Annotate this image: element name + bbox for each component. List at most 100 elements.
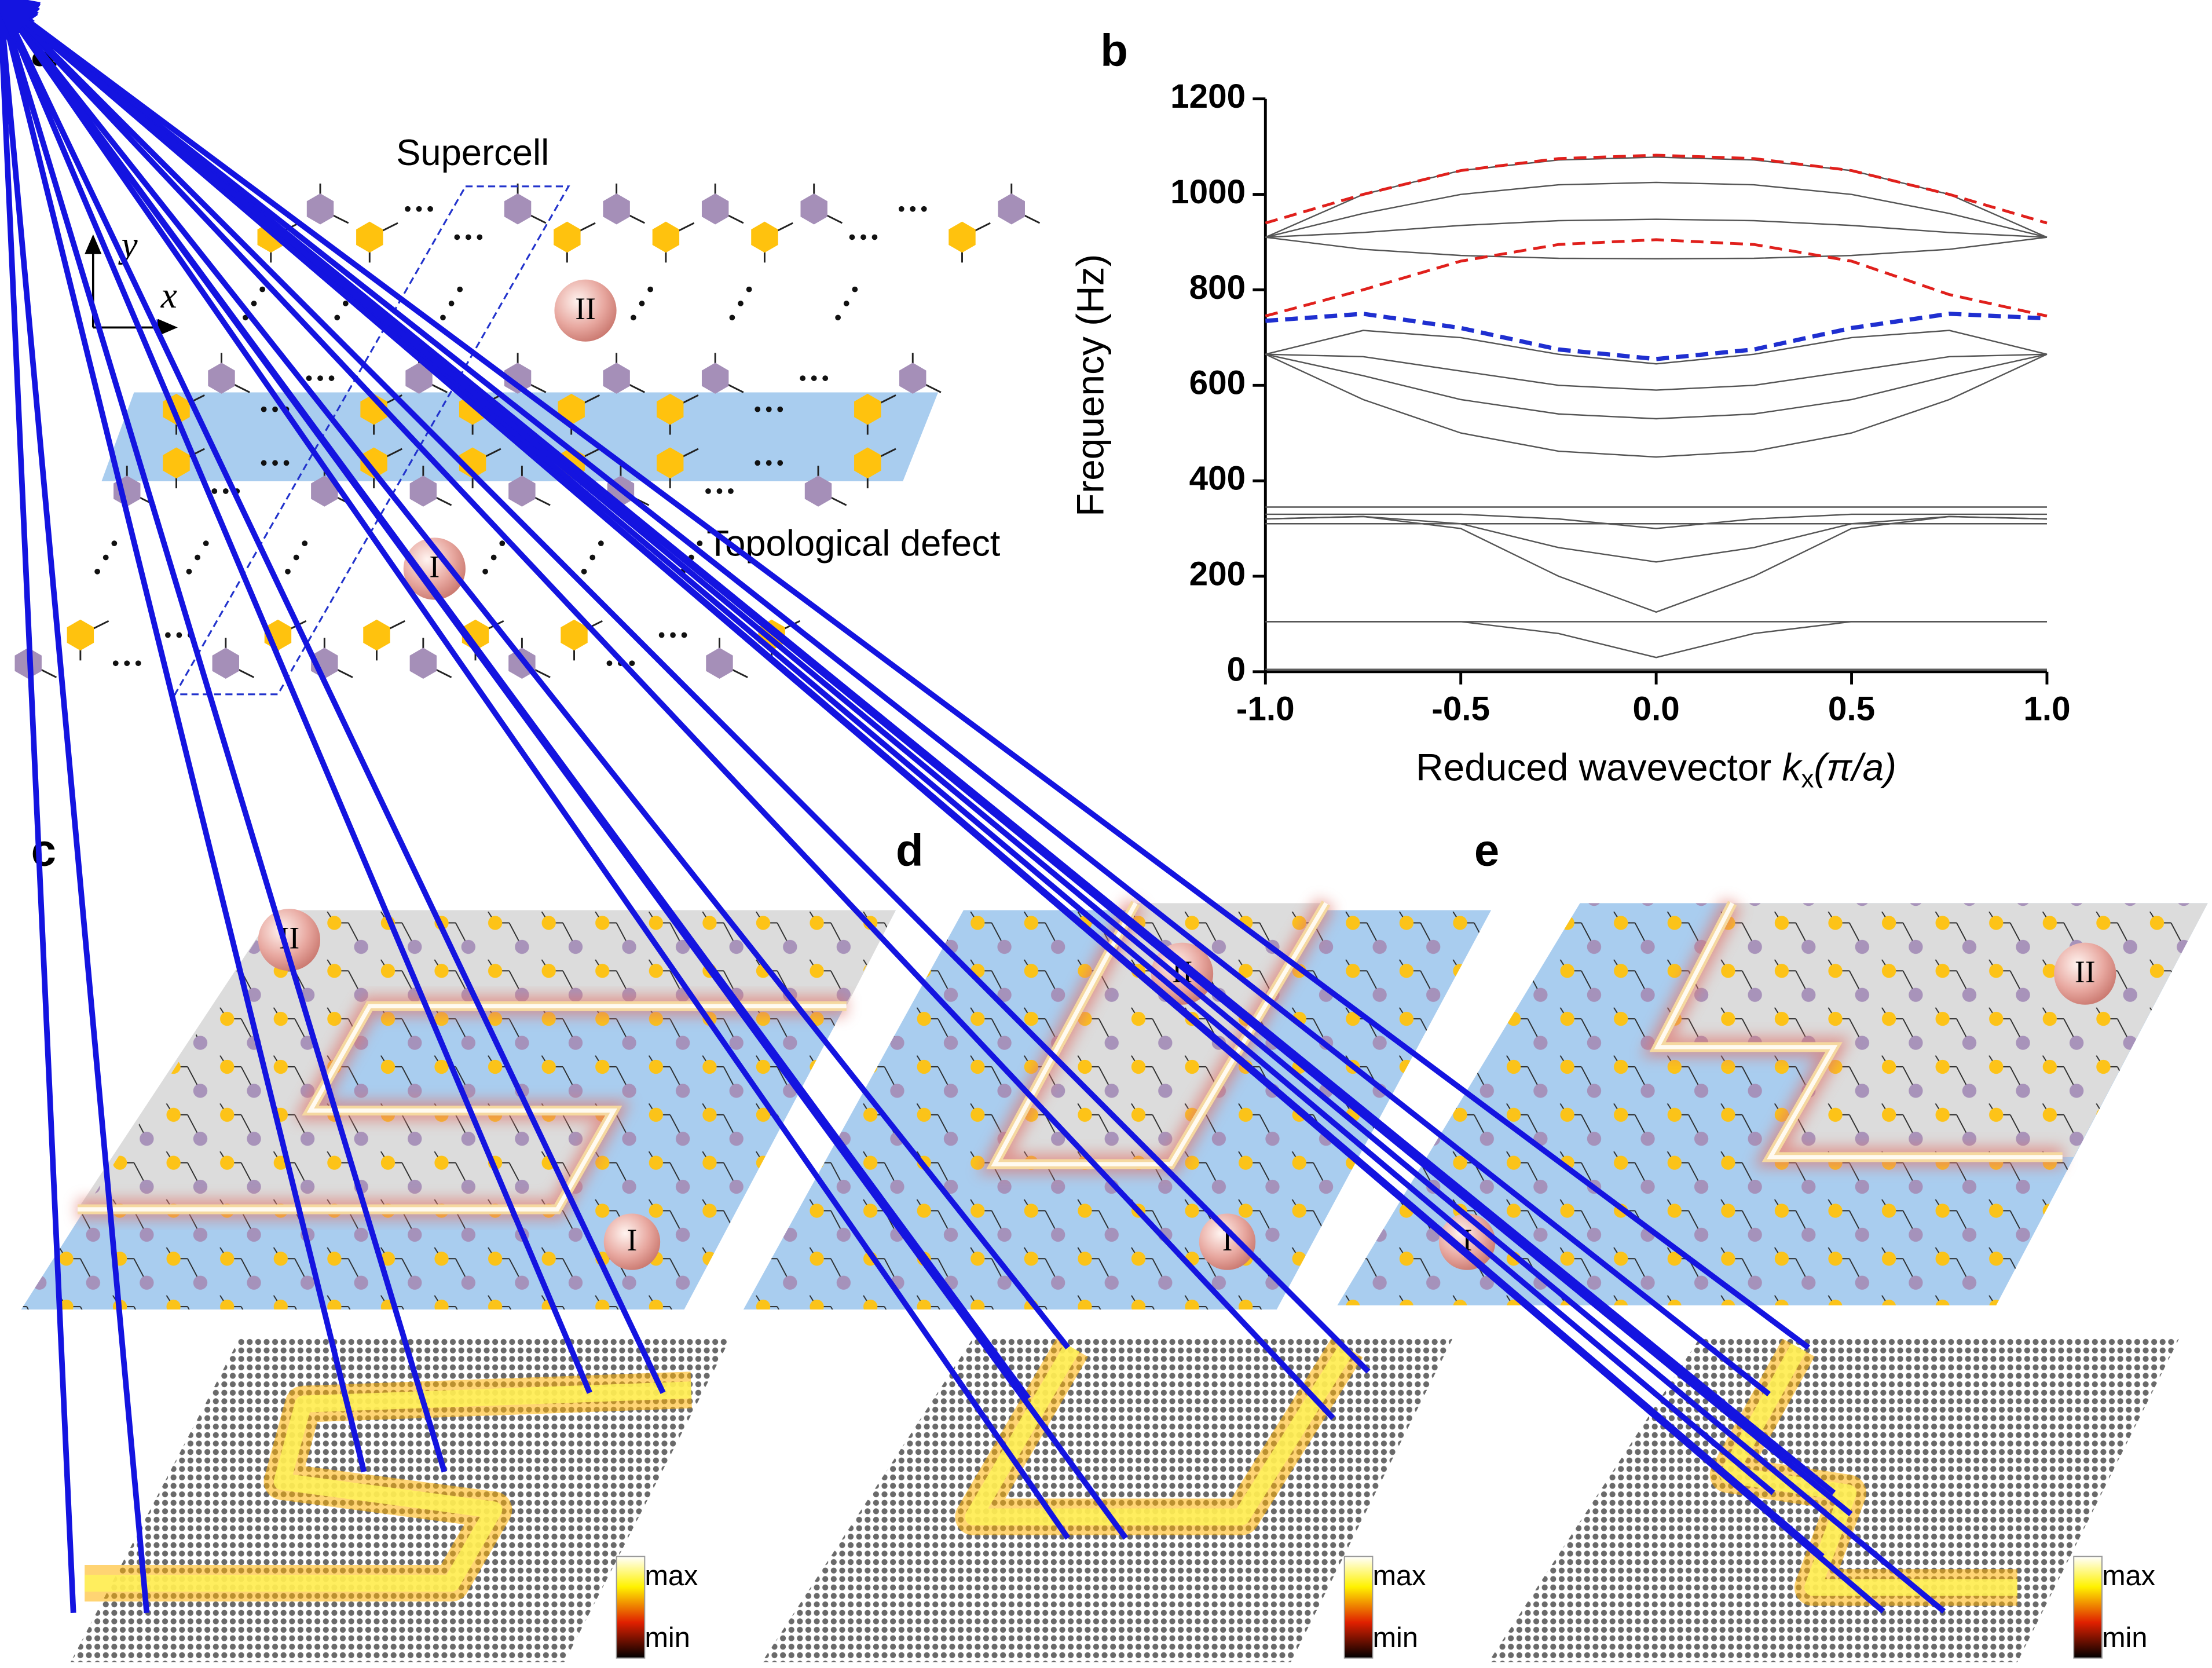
band-line [1265,218,2048,238]
interface-core [1654,902,2063,1159]
x-tick-label: 0.0 [1632,690,1679,727]
lattice [1337,903,2208,1305]
ellipsis-dot [457,286,463,292]
ellipsis-dot [102,554,109,561]
ellipsis-dot [822,375,829,381]
ellipsis-dot [871,234,878,240]
y-tick-label: 1000 [1170,173,1246,211]
ellipsis-dot [697,540,703,547]
hexagon [554,221,581,253]
ellipsis-dot [766,406,772,412]
propagation-arrow [0,0,1371,1374]
ellipsis-dot [898,206,904,212]
ellipsis-dot [728,488,734,494]
axis-arrow-head [85,234,178,336]
ellipsis-dot [606,660,613,667]
ellipsis-dot [777,406,783,412]
ellipsis-dot [465,234,471,240]
region-marker [403,537,466,600]
propagation-arrow [0,0,1811,1350]
hexagon [701,363,729,394]
region-label: II [575,291,596,326]
ellipsis-dot [581,568,587,575]
hexagon [504,193,532,225]
propagation-arrow [0,0,150,1614]
ellipsis-dot [203,540,209,547]
hexagon [751,221,778,253]
x-tick-label: -1.0 [1236,690,1295,727]
hexagon [603,363,630,394]
y-tick-label: 800 [1189,269,1246,306]
ellipsis-dot [835,314,841,321]
ellipsis-dot [195,554,200,561]
ellipsis-dot [94,568,100,575]
hexagon [508,475,536,507]
colorbar-max: max [2102,1560,2155,1592]
panel-label: b [1100,24,1128,75]
propagation-arrow [0,0,1129,1540]
ellipsis-dot [755,460,761,466]
region-marker [258,909,321,971]
ellipsis-dot [283,460,290,466]
colorbar-min: min [1372,1622,1418,1654]
ellipsis-dot [705,488,711,494]
ellipsis-dot [629,660,635,667]
ellipsis-dot [921,206,927,212]
colorbar [1343,1556,1374,1659]
hexagon [356,221,383,253]
propagation-arrow [0,0,76,1614]
defect-label: Topological defect [706,524,1000,564]
colorbar-min: min [2102,1622,2148,1654]
x-tick-label: -0.5 [1431,690,1490,727]
ellipsis-dot [328,375,335,381]
colorbar [2073,1556,2103,1659]
x-tick-label: 1.0 [2023,690,2070,727]
band-line [1265,156,2048,238]
ellipsis-dot [285,568,291,575]
hexagon [854,447,881,479]
hexagon [804,475,832,507]
band-line [1265,515,2047,613]
hexagon [208,363,235,394]
x-axis-label: Reduced wavevector kx(π/a) [1416,746,1896,793]
y-tick-label: 400 [1189,460,1246,498]
ellipsis-dot [448,301,455,306]
hexagon [67,619,94,651]
y-axis-label: Frequency (Hz) [1068,254,1111,517]
ellipsis-dot [135,660,141,667]
colorbar-max: max [644,1560,698,1592]
hexagon [854,393,881,425]
hexagon [998,193,1025,225]
ellipsis-dot [589,554,596,561]
ellipsis-dot [302,540,308,547]
ellipsis-dot [186,568,192,575]
colorbar [616,1556,646,1659]
hexagon [409,475,437,507]
panel-label: d [896,825,924,876]
hexagon [948,221,976,253]
ellipsis-dot [490,554,497,561]
ellipsis-dot [416,206,422,212]
interface-core [77,1004,847,1212]
hexagon [504,363,532,394]
supercell-label: Supercell [396,133,549,173]
ellipsis-dot [272,406,278,412]
x-axis-label-part: k [1782,746,1803,789]
region-label: I [429,550,440,584]
ellipsis-dot [440,314,446,321]
lattice [743,910,1492,1310]
ellipsis-dot [124,660,130,667]
y-tick-label: 600 [1189,364,1246,402]
propagation-arrow [0,0,448,1473]
ellipsis-dot [259,286,266,292]
ellipsis-dot [261,460,267,466]
propagation-arrow [0,0,367,1473]
ellipsis-dot [729,314,735,321]
y-tick-label: 200 [1189,555,1246,592]
hexagon [363,619,390,651]
band-line [1265,353,2047,391]
ellipsis-dot [272,460,278,466]
edge-state-line [1265,153,2048,225]
